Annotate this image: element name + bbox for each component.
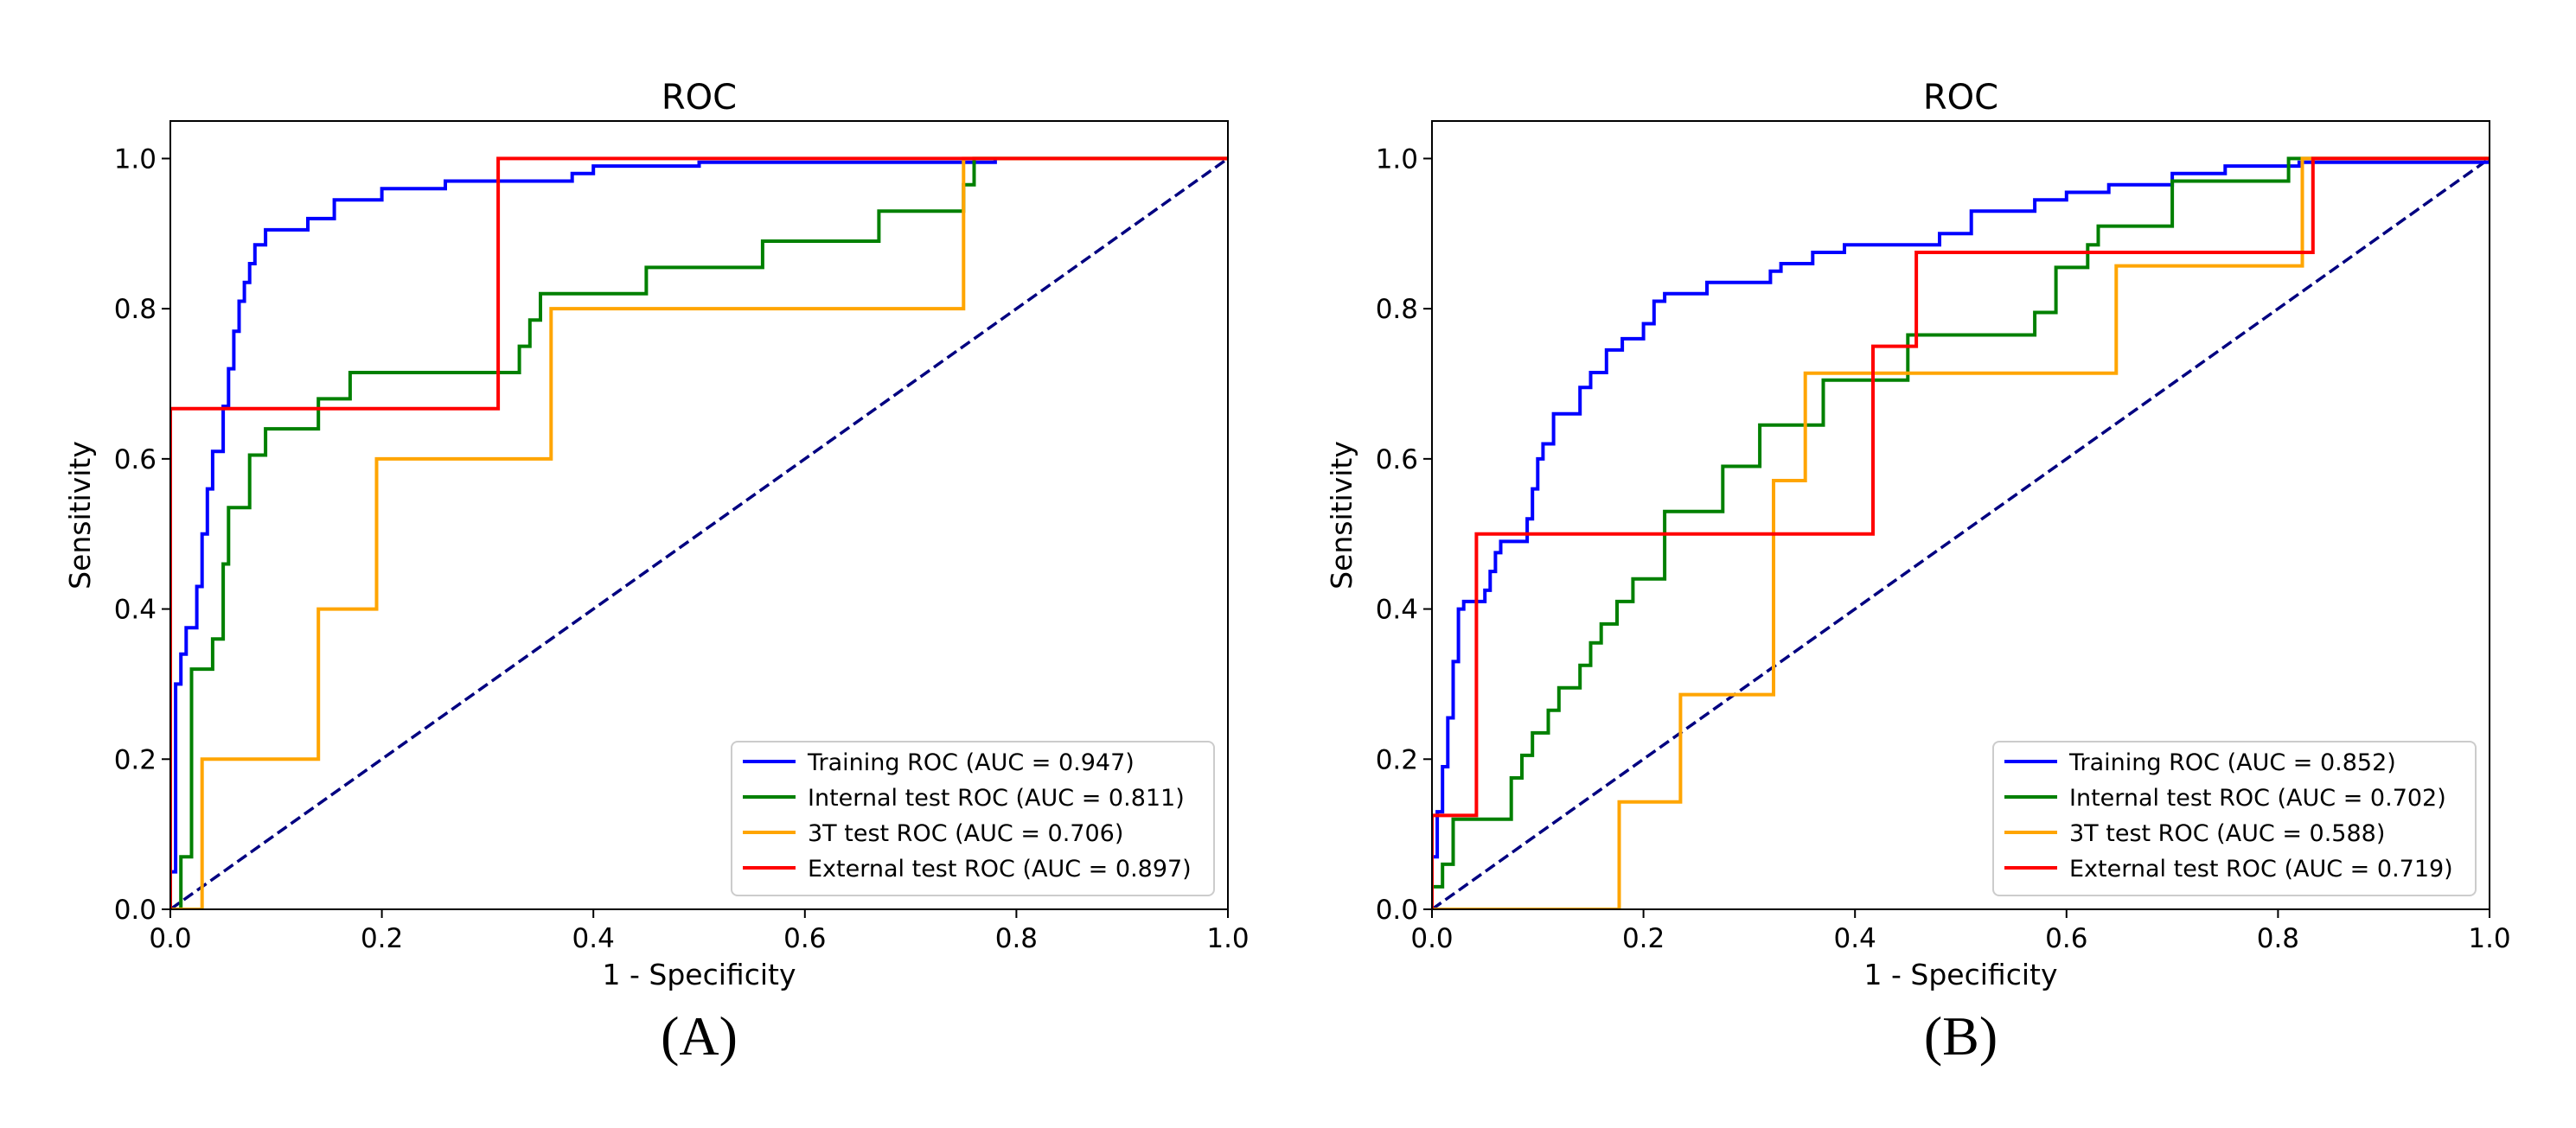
y-tick-label: 0.2 (1376, 744, 1418, 775)
x-tick-label: 1.0 (2468, 923, 2510, 954)
series-line-0 (1432, 158, 2490, 909)
legend-entry-1: Internal test ROC (AUC = 0.811) (808, 785, 1185, 812)
y-tick-label: 0.6 (114, 444, 157, 475)
x-tick-label: 0.2 (361, 923, 403, 954)
x-tick-label: 0.8 (995, 923, 1038, 954)
series-line-0 (170, 158, 997, 909)
plot-frame (169, 120, 1229, 910)
series-line-3 (170, 156, 1228, 909)
chance-diagonal-line (170, 157, 1228, 909)
y-tick-label: 1.0 (1376, 143, 1418, 175)
y-tick-label: 0.2 (114, 744, 157, 775)
legend-box (1992, 741, 2477, 896)
y-tick-label: 0.8 (114, 294, 157, 325)
legend-box (731, 741, 1215, 896)
x-tick-label: 0.0 (149, 923, 191, 954)
y-tick-label: 1.0 (114, 143, 157, 175)
x-tick-label: 0.6 (783, 923, 826, 954)
legend-entry-0: Training ROC (AUC = 0.852) (2068, 749, 2396, 776)
chart-title: ROC (662, 78, 737, 118)
y-axis-label: Sensitivity (63, 441, 97, 589)
plot-frame (1431, 120, 2490, 910)
series-line-1 (170, 156, 1228, 909)
x-axis-label: 1 - Specificity (603, 958, 796, 991)
y-tick-label: 0.0 (114, 895, 157, 926)
y-tick-label: 0.4 (114, 595, 157, 626)
legend-entry-3: External test ROC (AUC = 0.719) (2069, 856, 2453, 883)
legend-entry-1: Internal test ROC (AUC = 0.702) (2069, 785, 2446, 812)
panel-label: (A) (661, 1005, 738, 1067)
x-tick-label: 0.0 (1410, 923, 1453, 954)
legend-entry-0: Training ROC (AUC = 0.947) (807, 749, 1135, 776)
chart-title: ROC (1923, 78, 1998, 118)
panel-a: ROC 0.0 0.2 0.4 0.6 0.8 1.0 0.0 0.2 0.4 0.6 0.8 1.0 1… (63, 78, 1250, 1067)
legend: Training ROC (AUC = 0.852) Internal test … (1992, 741, 2477, 896)
x-tick-label: 1.0 (1206, 923, 1249, 954)
panel-b: ROC 0.0 0.2 0.4 0.6 0.8 1.0 0.0 0.2 0.4 0.6 0.8 1.0 1… (1325, 78, 2511, 1067)
x-tick-label: 0.4 (1834, 923, 1876, 954)
legend-entry-3: External test ROC (AUC = 0.897) (808, 856, 1192, 883)
legend-entry-2: 3T test ROC (AUC = 0.588) (2069, 820, 2385, 847)
series-line-1 (1432, 156, 2490, 909)
x-tick-label: 0.4 (572, 923, 615, 954)
x-tick-label: 0.8 (2257, 923, 2299, 954)
x-tick-label: 0.2 (1622, 923, 1665, 954)
x-tick-label: 0.6 (2045, 923, 2087, 954)
legend: Training ROC (AUC = 0.947) Internal test … (731, 741, 1215, 896)
series-line-2 (1432, 156, 2490, 909)
panel-label: (B) (1924, 1005, 1998, 1067)
series-line-3 (1432, 156, 2490, 909)
y-tick-label: 0.4 (1376, 595, 1418, 626)
chance-diagonal-line (1432, 157, 2490, 909)
y-tick-label: 0.8 (1376, 294, 1418, 325)
y-tick-label: 0.0 (1376, 895, 1418, 926)
y-tick-label: 0.6 (1376, 444, 1418, 475)
x-axis-label: 1 - Specificity (1864, 958, 2058, 991)
y-axis-label: Sensitivity (1325, 441, 1358, 589)
legend-entry-2: 3T test ROC (AUC = 0.706) (808, 820, 1123, 847)
series-line-2 (170, 156, 1228, 909)
